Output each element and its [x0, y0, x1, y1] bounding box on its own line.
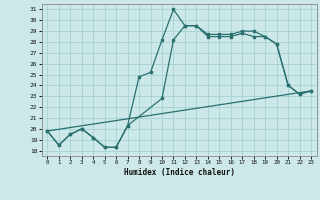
X-axis label: Humidex (Indice chaleur): Humidex (Indice chaleur) — [124, 168, 235, 177]
